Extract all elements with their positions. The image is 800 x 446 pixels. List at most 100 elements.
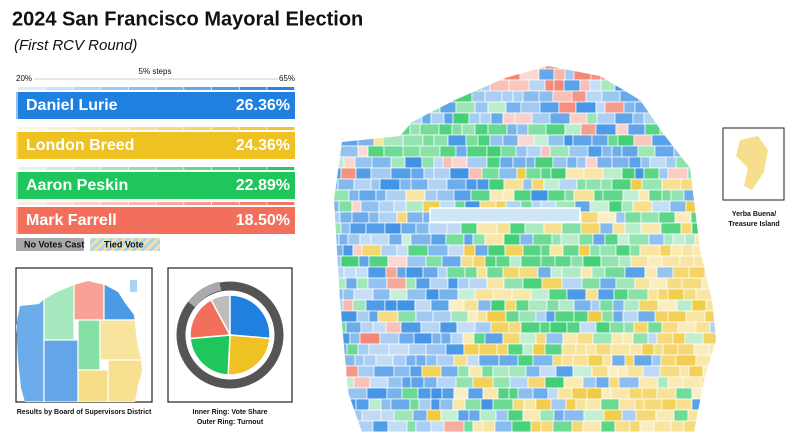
- precinct: [468, 409, 481, 422]
- precinct: [691, 387, 703, 400]
- precinct: [677, 321, 697, 334]
- precinct: [563, 409, 585, 422]
- precinct: [506, 123, 518, 136]
- precinct: [352, 299, 367, 312]
- precinct: [382, 79, 404, 92]
- precinct: [661, 112, 682, 125]
- precinct: [425, 288, 440, 301]
- precinct: [438, 123, 453, 136]
- precinct: [618, 255, 632, 268]
- precinct: [492, 365, 510, 378]
- precinct: [398, 431, 412, 432]
- precinct: [539, 409, 555, 422]
- precinct: [414, 299, 432, 312]
- precinct: [455, 145, 468, 158]
- precinct: [698, 200, 714, 213]
- precinct: [334, 156, 345, 169]
- precinct: [591, 66, 608, 70]
- precinct: [504, 299, 517, 312]
- precinct: [355, 167, 372, 180]
- precinct: [708, 222, 716, 235]
- precinct: [339, 211, 353, 224]
- precinct: [479, 112, 492, 125]
- precinct: [334, 244, 344, 257]
- precinct: [360, 321, 374, 334]
- precinct: [465, 68, 478, 81]
- precinct: [647, 288, 659, 301]
- precinct: [701, 387, 715, 400]
- precinct: [535, 398, 552, 411]
- precinct: [623, 299, 640, 312]
- precinct: [651, 354, 662, 367]
- precinct: [343, 431, 365, 432]
- shade-step: [45, 202, 73, 205]
- shade-step: [73, 202, 101, 205]
- precinct: [553, 409, 565, 422]
- precinct: [561, 222, 582, 235]
- precinct: [339, 145, 359, 158]
- precinct: [515, 145, 528, 158]
- precinct: [334, 134, 342, 147]
- precinct: [396, 112, 414, 125]
- precinct: [386, 277, 407, 290]
- precinct: [464, 398, 482, 411]
- precinct: [375, 90, 390, 103]
- precinct: [700, 376, 712, 389]
- precinct: [629, 244, 641, 257]
- precinct: [482, 387, 499, 400]
- precinct: [453, 354, 468, 367]
- precinct: [355, 398, 370, 411]
- precinct: [375, 354, 394, 367]
- shade-step: [267, 167, 295, 170]
- precinct: [433, 167, 451, 180]
- shade-step: [156, 202, 184, 205]
- precinct: [390, 156, 406, 169]
- precinct: [578, 66, 593, 70]
- precinct: [380, 244, 398, 257]
- precinct: [447, 244, 465, 257]
- precinct: [618, 66, 632, 70]
- precinct: [457, 288, 476, 301]
- precinct: [383, 431, 400, 432]
- precinct: [376, 68, 394, 81]
- precinct: [446, 66, 468, 70]
- precinct: [667, 376, 684, 389]
- precinct: [396, 211, 408, 224]
- precinct: [345, 321, 362, 334]
- precinct: [661, 321, 679, 334]
- precinct: [667, 167, 689, 180]
- no-votes-swatch: [16, 238, 84, 251]
- precinct: [334, 79, 343, 92]
- precinct: [660, 222, 682, 235]
- precinct: [608, 431, 628, 432]
- precinct: [522, 343, 534, 356]
- title: 2024 San Francisco Mayoral Election: [12, 8, 363, 30]
- precinct: [451, 156, 468, 169]
- precinct: [535, 332, 547, 345]
- precinct: [433, 156, 444, 169]
- precinct: [496, 222, 511, 235]
- precinct: [410, 178, 429, 191]
- precinct: [583, 409, 605, 422]
- precinct: [690, 211, 709, 224]
- precinct: [623, 101, 636, 114]
- precinct: [530, 288, 550, 301]
- precinct: [614, 420, 631, 432]
- precinct: [396, 299, 416, 312]
- precinct: [324, 289, 333, 300]
- precinct: [334, 211, 341, 224]
- precinct: [487, 244, 506, 257]
- precinct: [544, 343, 563, 356]
- candidate-bar: [18, 92, 295, 119]
- precinct: [697, 409, 714, 422]
- precinct: [528, 299, 548, 312]
- precinct: [585, 288, 599, 301]
- precinct: [457, 365, 470, 378]
- precinct: [679, 365, 690, 378]
- precinct: [547, 387, 559, 400]
- precinct: [681, 244, 694, 257]
- precinct: [531, 112, 551, 125]
- precinct: [624, 354, 635, 367]
- precinct: [358, 123, 380, 136]
- precinct: [411, 101, 429, 114]
